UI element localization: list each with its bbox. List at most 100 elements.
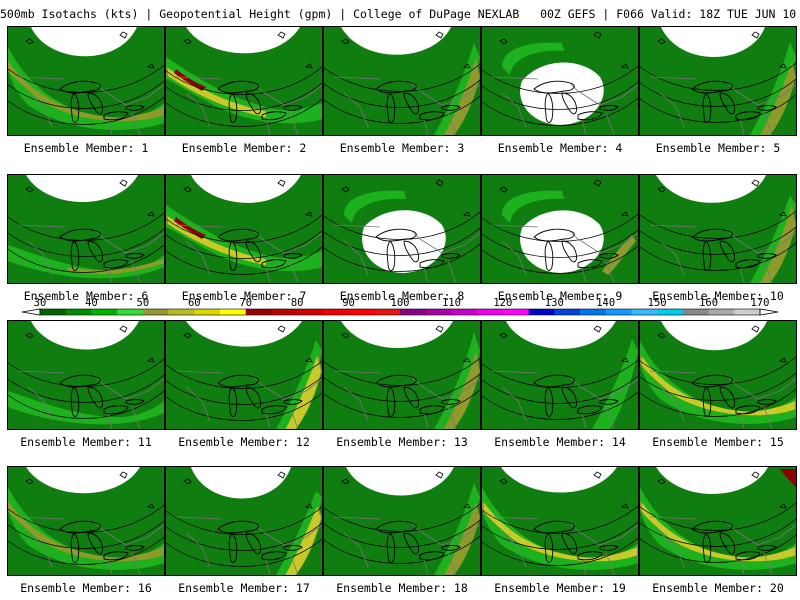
- ensemble-map-panel: [7, 466, 165, 576]
- ensemble-member-label: Ensemble Member: 6: [23, 289, 149, 303]
- colorbar-segment: [91, 309, 118, 315]
- ensemble-map-panel: [481, 320, 639, 430]
- colorbar-tick-label: 80: [290, 297, 304, 309]
- ensemble-member-label: Ensemble Member: 2: [181, 141, 307, 155]
- colorbar-segment: [734, 309, 761, 315]
- isotach-map: [166, 467, 322, 575]
- ensemble-map-panel: [165, 320, 323, 430]
- colorbar-tick-label: 130: [544, 297, 564, 309]
- ensemble-member-label: Ensemble Member: 8: [339, 289, 465, 303]
- colorbar-tick-label: 40: [85, 297, 98, 309]
- ensemble-member-label: Ensemble Member: 17: [178, 581, 310, 595]
- ensemble-member-label: Ensemble Member: 13: [336, 435, 468, 449]
- isotach-map: [324, 27, 480, 135]
- colorbar-segment: [322, 309, 349, 315]
- colorbar-segment: [297, 309, 324, 315]
- isotach-map: [482, 321, 638, 429]
- ensemble-member-label: Ensemble Member: 15: [652, 435, 784, 449]
- colorbar-segment: [65, 309, 92, 315]
- colorbar-segment: [245, 309, 272, 315]
- colorbar-segment: [451, 309, 478, 315]
- ensemble-member-label: Ensemble Member: 4: [497, 141, 623, 155]
- ensemble-map-panel: [165, 174, 323, 284]
- colorbar-segment: [220, 309, 247, 315]
- ensemble-member-label: Ensemble Member: 11: [20, 435, 152, 449]
- colorbar-tick-label: 170: [750, 297, 770, 309]
- isotach-map: [482, 175, 638, 283]
- isotach-map: [8, 27, 164, 135]
- colorbar-tick-label: 90: [342, 297, 355, 309]
- colorbar-segment: [271, 309, 298, 315]
- ensemble-member-label: Ensemble Member: 1: [23, 141, 149, 155]
- header-run: 00Z GEFS | F066 Valid: 18Z TUE JUN 10 20…: [540, 7, 797, 21]
- ensemble-map-panel: [7, 320, 165, 430]
- ensemble-member-label: Ensemble Member: 20: [652, 581, 784, 595]
- isotach-map: [166, 27, 322, 135]
- chart-header: 500mb Isotachs (kts) | Geopotential Heig…: [0, 4, 800, 24]
- ensemble-map-panel: [639, 174, 797, 284]
- ensemble-member-label: Ensemble Member: 14: [494, 435, 626, 449]
- colorbar-tick-label: 120: [493, 297, 513, 309]
- isotach-map: [8, 321, 164, 429]
- ensemble-member-label: Ensemble Member: 16: [20, 581, 152, 595]
- colorbar-segment: [580, 309, 607, 315]
- colorbar-segment: [682, 309, 709, 315]
- isotach-map: [324, 467, 480, 575]
- ensemble-map-panel: [639, 320, 797, 430]
- ensemble-map-panel: [7, 174, 165, 284]
- isotach-map: [324, 321, 480, 429]
- colorbar-segment: [194, 309, 221, 315]
- colorbar-tick-label: 70: [239, 297, 253, 309]
- colorbar-arrow-right: [759, 308, 779, 316]
- ensemble-map-panel: [323, 466, 481, 576]
- isotach-map: [640, 175, 796, 283]
- colorbar-tick-label: 30: [33, 297, 47, 309]
- colorbar-segment: [168, 309, 195, 315]
- ensemble-map-panel: [481, 174, 639, 284]
- isotach-map: [482, 27, 638, 135]
- header-title: 500mb Isotachs (kts) | Geopotential Heig…: [0, 7, 520, 21]
- ensemble-member-label: Ensemble Member: 5: [655, 141, 781, 155]
- ensemble-map-panel: [323, 26, 481, 136]
- ensemble-map-panel: [165, 26, 323, 136]
- ensemble-member-label: Ensemble Member: 3: [339, 141, 465, 155]
- colorbar-segment: [657, 309, 684, 315]
- ensemble-member-label: Ensemble Member: 12: [178, 435, 310, 449]
- colorbar-segment: [502, 309, 529, 315]
- colorbar-segment: [708, 309, 735, 315]
- isotach-map: [640, 321, 796, 429]
- ensemble-map-panel: [481, 466, 639, 576]
- ensemble-map-panel: [323, 174, 481, 284]
- ensemble-map-panel: [481, 26, 639, 136]
- ensemble-member-label: Ensemble Member: 7: [181, 289, 307, 303]
- colorbar-tick-label: 100: [390, 297, 410, 309]
- colorbar-tick-label: 160: [699, 297, 719, 309]
- ensemble-map-panel: [165, 466, 323, 576]
- colorbar-tick-label: 50: [136, 297, 150, 309]
- colorbar-segment: [40, 309, 67, 315]
- ensemble-member-label: Ensemble Member: 9: [497, 289, 623, 303]
- ensemble-map-panel: [323, 320, 481, 430]
- colorbar-segment: [142, 309, 169, 315]
- colorbar-segment: [400, 309, 427, 315]
- colorbar-segment: [554, 309, 581, 315]
- ensemble-member-label: Ensemble Member: 10: [652, 289, 784, 303]
- isotach-map: [640, 27, 796, 135]
- isotach-map: [640, 467, 796, 575]
- ensemble-member-label: Ensemble Member: 19: [494, 581, 626, 595]
- colorbar-segment: [605, 309, 632, 315]
- colorbar-segment: [631, 309, 658, 315]
- isotach-map: [8, 175, 164, 283]
- isotach-map: [166, 175, 322, 283]
- colorbar-segment: [477, 309, 504, 315]
- colorbar-arrow-left: [21, 308, 41, 316]
- ensemble-map-panel: [639, 466, 797, 576]
- isotach-map: [324, 175, 480, 283]
- colorbar-segment: [117, 309, 144, 315]
- colorbar-segment: [348, 309, 375, 315]
- colorbar-segment: [425, 309, 452, 315]
- colorbar-tick-label: 140: [596, 297, 616, 309]
- ensemble-map-panel: [639, 26, 797, 136]
- isotach-map: [482, 467, 638, 575]
